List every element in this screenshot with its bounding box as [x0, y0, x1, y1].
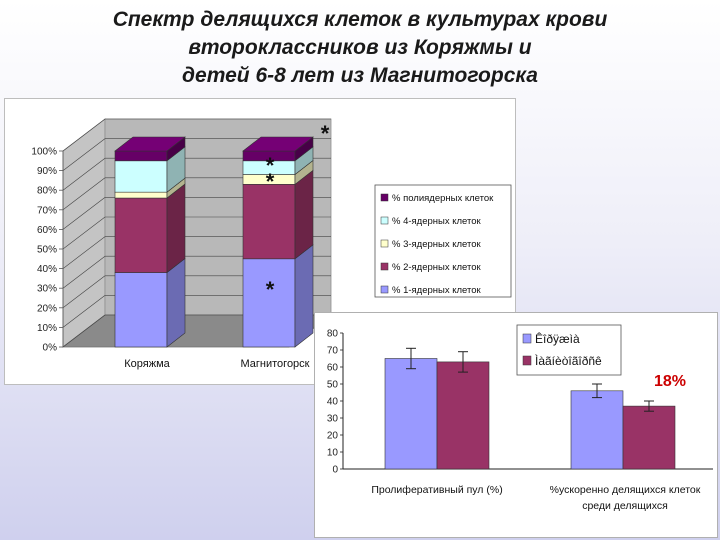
- gridline-side: [62, 157, 106, 191]
- legend-swatch: [380, 193, 389, 202]
- bar-segment-side: [166, 257, 186, 348]
- bar-segment-front: [242, 258, 296, 348]
- x-category-label: Коряжма: [124, 358, 170, 370]
- gridline-side: [62, 138, 106, 171]
- significance-star: *: [266, 277, 275, 302]
- legend-box: [374, 184, 512, 298]
- bar-segment-front: [114, 197, 168, 273]
- bar: [436, 361, 490, 470]
- y-tick-label: 70: [327, 346, 339, 357]
- bar-segment-front: [114, 272, 168, 348]
- legend-swatch: [380, 216, 389, 225]
- gridline-side: [62, 295, 106, 328]
- title-line-2: второклассников из Коряжмы и: [188, 36, 532, 59]
- legend-label: % 4-ядерных клеток: [392, 216, 482, 227]
- slide-title: Спектр делящихся клеток в культурах кров…: [0, 6, 720, 90]
- bar: [384, 358, 438, 470]
- bar: [622, 405, 676, 470]
- gridline-side: [62, 177, 106, 211]
- y-tick-label: 30%: [37, 284, 57, 295]
- y-tick-label: 0%: [43, 343, 58, 354]
- bar-segment-side: [166, 183, 186, 274]
- bar-segment-side: [294, 244, 314, 348]
- gridline-side: [62, 118, 106, 152]
- y-tick-label: 20%: [37, 303, 57, 314]
- bar-segment-front: [114, 191, 168, 199]
- legend-swatch: [380, 285, 389, 294]
- y-tick-label: 100%: [31, 147, 57, 158]
- x-category-label: Магнитогорск: [241, 358, 310, 370]
- significance-star: *: [321, 121, 330, 146]
- y-tick-label: 30: [327, 414, 339, 425]
- gridline-side: [62, 255, 106, 289]
- y-tick-label: 60: [327, 363, 339, 374]
- y-tick-label: 80%: [37, 186, 57, 197]
- legend-label: % 3-ядерных клеток: [392, 239, 482, 250]
- y-tick-label: 40%: [37, 264, 57, 275]
- stacked-chart-panel: 0% 10% 20% 30% 40% 50% 60% 70% 80% 90% 100% Коряжма…: [4, 98, 516, 385]
- y-tick-label: 50%: [37, 245, 57, 256]
- legend-label: Êîðÿæìà: [535, 331, 580, 346]
- y-tick-label: 90%: [37, 166, 57, 177]
- gridline-side: [62, 275, 106, 309]
- stacked-bar-chart: 0% 10% 20% 30% 40% 50% 60% 70% 80% 90% 100% Коряжма…: [31, 118, 512, 370]
- legend-box: [516, 324, 622, 376]
- y-tick-label: 60%: [37, 225, 57, 236]
- y-tick-label: 50: [327, 380, 339, 391]
- legend-swatch: [522, 355, 532, 366]
- title-line-1: Спектр делящихся клеток в культурах кров…: [112, 8, 608, 31]
- legend-label: % 2-ядерных клеток: [392, 262, 482, 273]
- significance-star: *: [266, 169, 275, 194]
- legend-label: % полиядерных клеток: [392, 193, 494, 204]
- grouped-bar-chart: 0 10 20 30 40 50 60 70 80 Пролиферативный пул (%)…: [327, 324, 713, 512]
- x-category-label: среди делящихся: [582, 500, 668, 512]
- gridline-side: [62, 197, 106, 230]
- legend-swatch: [522, 333, 532, 344]
- bar-top: [242, 136, 314, 152]
- x-category-label: %ускоренно делящихся клеток: [550, 484, 701, 496]
- title-line-3: детей 6-8 лет из Магнитогорска: [182, 64, 538, 87]
- y-tick-label: 20: [327, 431, 339, 442]
- y-tick-label: 10: [327, 448, 339, 459]
- gridline-side: [62, 216, 106, 250]
- legend-swatch: [380, 262, 389, 271]
- legend-label: Ìàãíèòîãîðñê: [535, 353, 602, 368]
- y-tick-label: 10%: [37, 323, 57, 334]
- bar-segment-front: [242, 184, 296, 260]
- gridline-side: [62, 236, 106, 269]
- bar-segment-front: [114, 160, 168, 193]
- annotation-label: 18%: [654, 373, 686, 390]
- legend-swatch: [380, 239, 389, 248]
- bar: [570, 390, 624, 470]
- y-tick-label: 40: [327, 397, 339, 408]
- x-category-label: Пролиферативный пул (%): [371, 484, 502, 496]
- bar-top: [114, 136, 186, 152]
- y-tick-label: 70%: [37, 205, 57, 216]
- bar-segment-side: [294, 169, 314, 260]
- y-tick-label: 0: [332, 465, 338, 476]
- y-tick-label: 80: [327, 329, 339, 340]
- comparison-chart-panel: 0 10 20 30 40 50 60 70 80 Пролиферативный пул (%)…: [314, 312, 718, 538]
- bar-segment-front: [114, 150, 168, 162]
- legend-label: % 1-ядерных клеток: [392, 285, 482, 296]
- gridline-side: [62, 314, 106, 348]
- significance-star: *: [266, 153, 275, 178]
